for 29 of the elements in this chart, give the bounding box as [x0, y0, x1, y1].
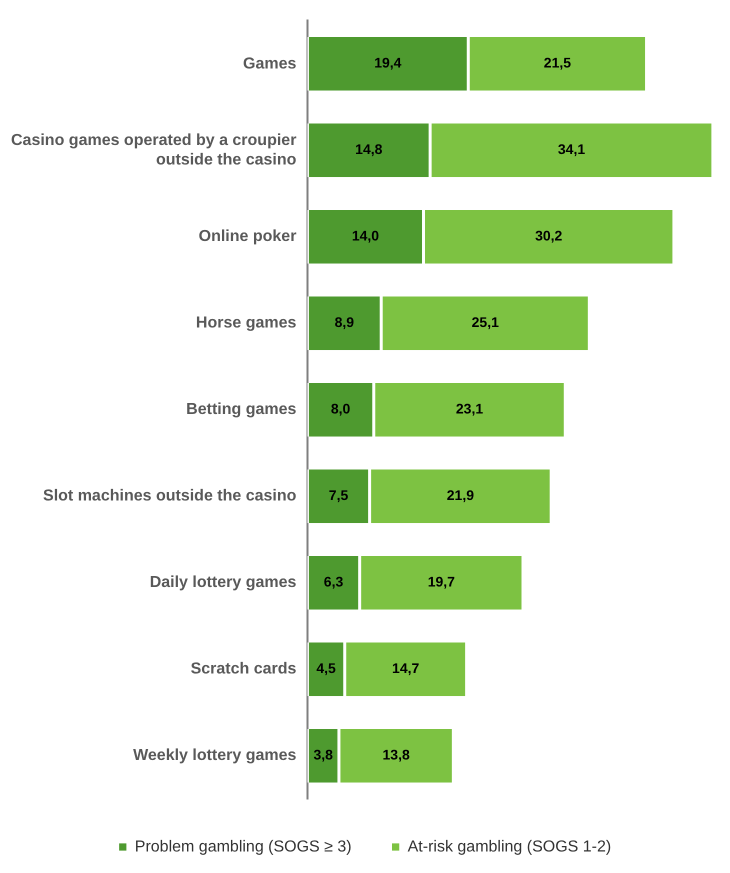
data-label: 8,9: [334, 314, 354, 330]
data-label: 14,8: [355, 141, 383, 158]
y-tick-label: Games: [243, 55, 297, 72]
y-tick-label: Slot machines outside the casino: [43, 488, 297, 505]
data-label: 14,0: [352, 228, 380, 244]
data-label: 8,0: [330, 400, 351, 417]
data-label: 21,5: [544, 54, 572, 71]
data-label: 13,8: [382, 746, 410, 763]
data-label: 25,1: [472, 314, 500, 330]
data-label: 3,8: [313, 746, 334, 763]
data-label: 6,3: [324, 574, 344, 590]
data-label: 7,5: [328, 487, 348, 504]
y-tick-label: Daily lottery games: [150, 574, 297, 592]
data-label: 30,2: [535, 228, 563, 244]
data-label: 19,7: [428, 574, 456, 590]
y-tick-label: Casino games operated by a croupier outside the casino: [11, 132, 297, 168]
data-label: 14,7: [392, 660, 420, 676]
data-label: 23,1: [456, 400, 484, 417]
y-tick-label: Scratch cards: [190, 660, 297, 678]
y-tick-label: Weekly lottery games: [133, 747, 297, 764]
data-label: 4,5: [316, 660, 336, 676]
data-label: 21,9: [446, 487, 474, 504]
y-tick-label: Horse games: [196, 314, 297, 332]
y-tick-label: Online poker: [198, 228, 296, 246]
data-label: 19,4: [374, 54, 402, 71]
y-tick-label: Betting games: [186, 401, 297, 418]
legend-label: Problem gambling (SOGS ≥ 3): [134, 838, 352, 856]
data-label: 34,1: [558, 141, 586, 158]
legend-label: At-risk gambling (SOGS 1-2): [408, 838, 612, 856]
